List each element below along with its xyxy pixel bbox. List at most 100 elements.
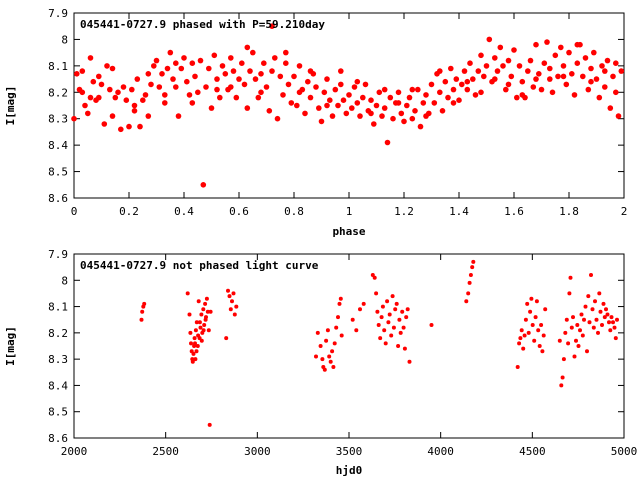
data-point <box>90 78 97 85</box>
phased-light-curve-panel: phase I[mag] 0 0.2 0.4 0.6 0.8 1 1.2 1.4 1.6 1.8 2… <box>4 7 627 238</box>
chart-title-unphased: 045441-0727.9 not phased light curve <box>80 259 319 272</box>
data-point <box>285 81 292 88</box>
x-tick-label: 0.8 <box>284 205 304 218</box>
data-point <box>307 68 314 74</box>
y-tick-label: 8 <box>61 274 68 287</box>
data-point <box>505 57 512 64</box>
data-point <box>140 97 146 103</box>
data-point <box>178 65 185 72</box>
y-axis-label-bottom: I[mag] <box>4 326 17 366</box>
data-point <box>340 97 347 103</box>
data-point <box>371 121 377 127</box>
data-point <box>207 422 212 427</box>
data-point <box>139 317 144 322</box>
data-point <box>596 330 600 335</box>
data-point <box>283 60 289 66</box>
data-point <box>202 323 207 327</box>
data-point <box>96 94 102 101</box>
data-point <box>402 346 407 351</box>
data-point <box>239 60 245 66</box>
x-tick-label: 1.4 <box>449 205 469 218</box>
data-point <box>201 307 206 312</box>
data-point <box>511 47 517 53</box>
data-point <box>492 55 498 61</box>
data-point <box>557 338 562 343</box>
data-point <box>618 68 625 74</box>
data-point <box>453 76 460 82</box>
data-point <box>131 102 138 109</box>
data-point <box>608 328 613 333</box>
data-point <box>470 76 476 82</box>
data-point <box>582 55 589 61</box>
data-point <box>156 84 163 90</box>
data-point <box>145 71 152 77</box>
y-tick-label: 7.9 <box>48 248 68 261</box>
data-point <box>283 49 289 56</box>
data-point <box>203 84 209 90</box>
data-point <box>203 317 208 322</box>
data-point <box>109 65 116 72</box>
data-point <box>397 317 402 322</box>
data-point <box>296 63 303 69</box>
data-point <box>376 323 381 327</box>
data-point <box>600 323 604 327</box>
data-point <box>79 89 86 96</box>
data-point <box>332 86 339 93</box>
data-point <box>233 94 240 101</box>
y-tick-label: 8.1 <box>48 60 68 73</box>
x-tick-label: 4500 <box>519 445 546 458</box>
data-point <box>571 92 578 98</box>
data-point <box>521 346 526 351</box>
data-point <box>325 328 330 333</box>
data-point <box>378 336 383 341</box>
data-point <box>214 86 220 93</box>
data-point <box>534 299 539 304</box>
data-point <box>450 100 457 106</box>
data-point <box>357 113 363 119</box>
data-point <box>98 81 105 88</box>
data-point <box>541 60 548 66</box>
data-point <box>589 273 593 277</box>
data-point <box>193 357 198 362</box>
data-point <box>206 328 211 333</box>
data-point <box>288 100 295 106</box>
data-point <box>398 110 405 117</box>
data-point <box>327 354 332 359</box>
chart-title-phased: 045441-0727.9 phased with P=59.210day <box>80 18 325 31</box>
data-point <box>187 312 192 317</box>
data-point <box>184 78 190 85</box>
data-point <box>610 73 616 80</box>
data-point <box>170 76 176 82</box>
data-point <box>529 296 534 301</box>
data-point <box>338 81 344 88</box>
data-point <box>375 309 380 314</box>
data-point <box>236 76 242 82</box>
data-point <box>566 341 571 346</box>
data-point <box>547 76 553 82</box>
data-point <box>332 341 337 346</box>
data-point <box>277 73 284 80</box>
data-point <box>429 323 434 327</box>
data-point <box>456 97 462 103</box>
data-point <box>350 317 355 322</box>
x-tick-label: 1.8 <box>559 205 579 218</box>
data-point <box>423 113 429 119</box>
data-point <box>314 354 318 359</box>
data-point <box>234 304 239 309</box>
data-point <box>129 86 135 93</box>
data-point <box>376 89 383 96</box>
data-point <box>538 86 545 93</box>
data-point <box>384 139 391 146</box>
data-point <box>468 273 473 277</box>
data-point <box>561 357 566 362</box>
data-point <box>517 341 522 346</box>
data-point <box>516 63 523 69</box>
data-point <box>497 44 504 51</box>
data-point <box>530 323 535 327</box>
data-point <box>423 92 429 98</box>
data-point <box>448 65 454 72</box>
data-point <box>471 259 476 264</box>
data-point <box>393 307 398 312</box>
x-tick-label: 0.2 <box>119 205 139 218</box>
y-tick-label: 8.5 <box>48 406 68 419</box>
